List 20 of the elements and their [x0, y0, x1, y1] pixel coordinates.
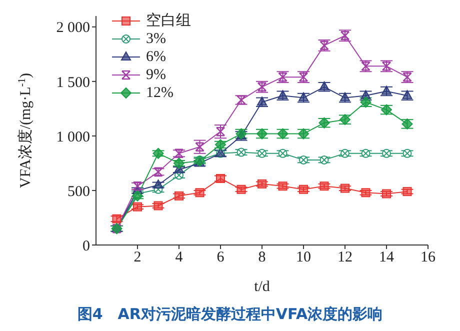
text: 图4 AR对污泥暗发酵过程中VFA浓度的影响 — [76, 305, 384, 324]
y-tick-label: 0 — [82, 238, 90, 254]
y-tick-label: 500 — [68, 184, 90, 200]
legend-label: 6% — [146, 48, 166, 66]
x-tick-label: 12 — [338, 250, 352, 266]
x-tick-label: 16 — [420, 250, 436, 266]
x-tick-label: 10 — [296, 250, 311, 266]
y-tick-label: 2 000 — [56, 20, 90, 36]
legend-label: 3% — [146, 30, 166, 48]
legend-label: 12% — [146, 84, 174, 102]
legend-label: 9% — [146, 66, 166, 84]
x-tick-label: 6 — [216, 250, 225, 266]
x-tick-label: 4 — [175, 250, 184, 266]
x-axis-title: t/d — [254, 279, 270, 295]
y-tick-label: 1 500 — [56, 74, 90, 91]
x-tick-label: 2 — [134, 250, 142, 266]
legend-label: 空白组 — [146, 12, 191, 30]
x-tick-label: 14 — [379, 250, 394, 266]
x-tick-label: 8 — [258, 250, 266, 266]
y-tick-label: 1 000 — [56, 129, 90, 146]
